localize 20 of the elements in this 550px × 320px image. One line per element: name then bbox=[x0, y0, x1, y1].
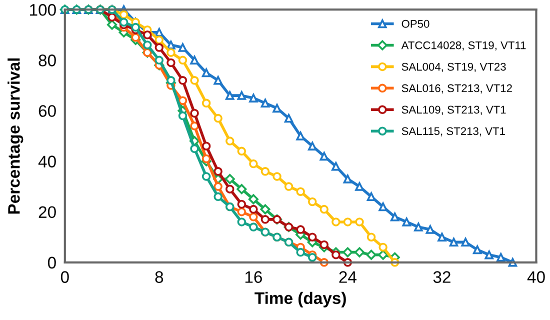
y-tick-label: 0 bbox=[48, 256, 56, 269]
y-tick-label: 80 bbox=[38, 54, 56, 66]
y-tick-label: 20 bbox=[38, 206, 56, 218]
legend-label: SAL115, ST213, VT1 bbox=[402, 127, 505, 136]
legend-label: ATCC14028, ST19, VT11 bbox=[401, 41, 526, 51]
y-tick-label: 40 bbox=[38, 156, 56, 168]
x-tick-label: 16 bbox=[245, 271, 262, 283]
x-tick-label: 8 bbox=[155, 271, 164, 283]
legend-label: SAL109, ST213, VT1 bbox=[402, 106, 506, 115]
y-tick-label: 100 bbox=[30, 4, 56, 16]
x-tick-label: 0 bbox=[60, 271, 69, 283]
y-axis-title: Percentage survival bbox=[8, 58, 24, 214]
legend-label: OP50 bbox=[402, 20, 430, 28]
y-tick-label: 60 bbox=[38, 105, 56, 117]
x-tick-label: 40 bbox=[527, 271, 545, 283]
legend-label: SAL004, ST19, VT23 bbox=[402, 62, 506, 72]
x-tick-label: 24 bbox=[339, 271, 356, 283]
legend-label: SAL016, ST213, VT12 bbox=[402, 84, 512, 94]
x-axis-title: Time (days) bbox=[254, 292, 346, 308]
x-tick-label: 32 bbox=[433, 271, 450, 283]
